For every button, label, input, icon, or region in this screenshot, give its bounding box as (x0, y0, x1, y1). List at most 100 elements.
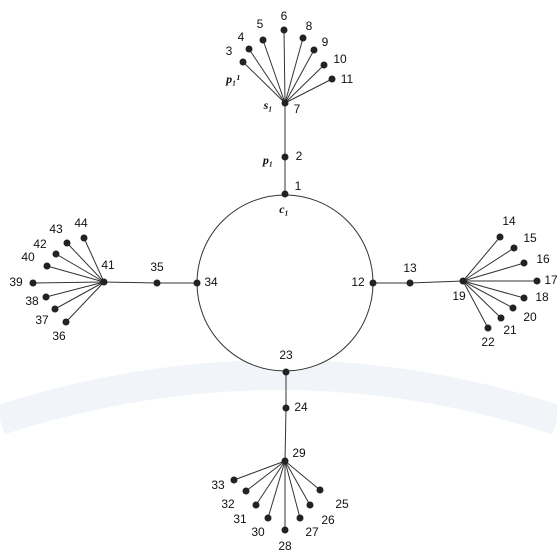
annotation: c₁ (279, 202, 289, 216)
node-label: 10 (333, 52, 347, 66)
node (80, 234, 88, 242)
node-label: 27 (305, 525, 319, 539)
node-label: 5 (257, 17, 264, 31)
node (51, 305, 59, 313)
node-label: 16 (536, 252, 550, 266)
edge (462, 280, 525, 299)
edge (462, 247, 515, 282)
node (245, 45, 253, 53)
node-label: 9 (322, 35, 329, 49)
edge (284, 78, 333, 104)
node-label: 13 (403, 261, 417, 275)
node-label: 12 (351, 275, 365, 289)
node (328, 75, 336, 83)
node-label: 42 (33, 237, 47, 251)
node-label: 36 (52, 329, 66, 343)
node (320, 61, 328, 69)
node-label: 35 (150, 260, 164, 274)
node (533, 277, 541, 285)
node (62, 318, 70, 326)
edge (54, 281, 105, 310)
node (497, 314, 505, 322)
edge (245, 460, 286, 492)
node-label: 17 (544, 273, 557, 287)
node-label: 4 (238, 30, 245, 44)
node-label: 15 (523, 231, 537, 245)
node-label: 32 (221, 497, 235, 511)
edge (267, 460, 286, 519)
edge (103, 281, 158, 284)
edge (255, 460, 286, 506)
node (282, 368, 290, 376)
node-label: 24 (294, 400, 308, 414)
edge (32, 281, 105, 284)
edge (462, 280, 489, 329)
edge (284, 64, 325, 104)
edge (462, 280, 514, 309)
node (281, 526, 289, 534)
node-label: 3 (226, 44, 233, 58)
node-label: 21 (503, 323, 517, 337)
edge (284, 407, 287, 462)
edge (409, 280, 464, 284)
node-label: 39 (9, 275, 23, 289)
watermark (0, 360, 557, 435)
node (369, 279, 377, 287)
node (281, 153, 289, 161)
node-label: 43 (49, 222, 63, 236)
node (259, 36, 267, 44)
node (310, 46, 318, 54)
node (520, 259, 528, 267)
node (63, 239, 71, 247)
edge (83, 237, 105, 283)
node-label: 38 (25, 294, 39, 308)
node-label: 8 (306, 19, 313, 33)
edge (233, 460, 286, 481)
node (29, 279, 37, 287)
node-label: 7 (294, 102, 301, 116)
node (281, 99, 289, 107)
node (299, 34, 307, 42)
node-label: 2 (296, 149, 303, 163)
node (459, 277, 467, 285)
node-label: 31 (233, 512, 247, 526)
node (264, 514, 272, 522)
node-label: 28 (278, 539, 292, 553)
node-label: 34 (204, 275, 218, 289)
node (306, 501, 314, 509)
node-label: 29 (292, 446, 306, 460)
node (496, 233, 504, 241)
node (281, 190, 289, 198)
node (153, 279, 161, 287)
node (193, 279, 201, 287)
node (42, 293, 50, 301)
edge (45, 281, 105, 298)
annotation: s₁ (263, 98, 273, 112)
edge (284, 460, 321, 491)
edge (284, 460, 301, 519)
annotation: p₁ (262, 153, 273, 167)
node-label: 41 (101, 258, 115, 272)
node (280, 26, 288, 34)
node (43, 262, 51, 270)
cycle-circle (196, 194, 374, 372)
node-label: 33 (211, 478, 225, 492)
edge (55, 253, 105, 283)
node (230, 476, 238, 484)
node-label: 40 (21, 250, 35, 264)
node-label: 22 (481, 335, 495, 349)
edge (284, 37, 304, 104)
node-label: 1 (295, 179, 302, 193)
edge (462, 262, 525, 282)
node-label: 26 (321, 513, 335, 527)
edge (65, 281, 105, 323)
edge (462, 280, 502, 319)
node-label: 25 (335, 497, 349, 511)
edge (284, 460, 311, 506)
node-label: 20 (523, 310, 537, 324)
node-label: 14 (502, 214, 516, 228)
node-label: 44 (74, 216, 88, 230)
node (296, 514, 304, 522)
edge (262, 39, 286, 104)
